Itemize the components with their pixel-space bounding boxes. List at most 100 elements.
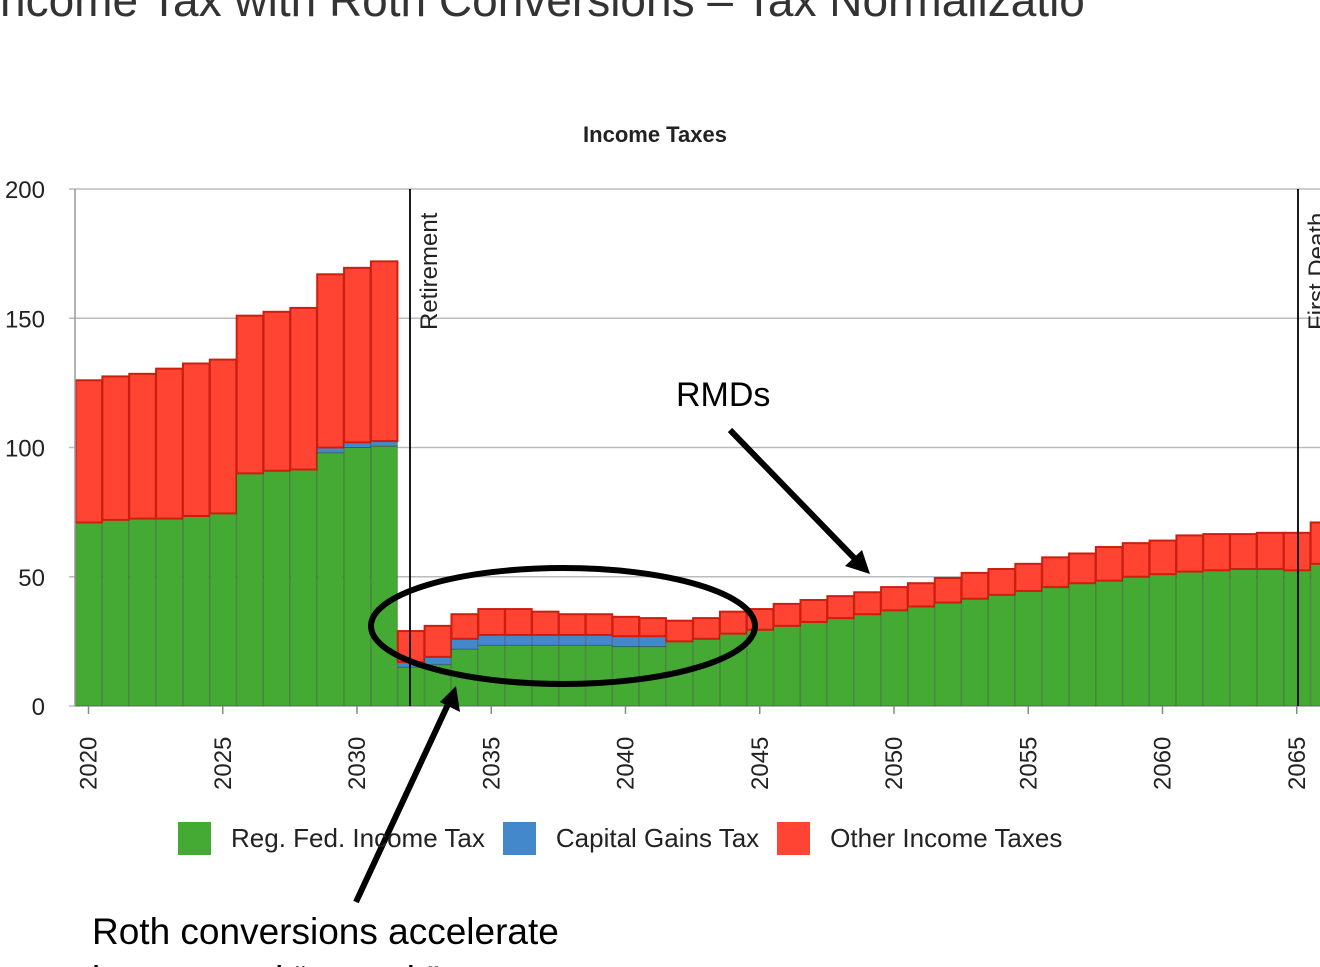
- bar-other-2063: [1229, 533, 1258, 570]
- bar-cap-gains-2036: [504, 634, 533, 646]
- x-tick-label-2020: 2020: [76, 737, 103, 790]
- legend-swatch-cap-gains: [502, 821, 536, 855]
- bar-other-2043: [692, 617, 721, 640]
- bar-reg-fed-2056: [1041, 586, 1070, 707]
- bar-other-2031: [369, 260, 399, 443]
- bar-other-2066: [1309, 521, 1320, 565]
- bar-reg-fed-2048: [826, 617, 855, 707]
- roth-arrow-shaft: [353, 698, 453, 904]
- bar-reg-fed-2047: [800, 621, 828, 707]
- bar-other-2052: [933, 577, 963, 604]
- legend-label-other: Other Income Taxes: [830, 822, 1063, 853]
- bar-other-2059: [1121, 542, 1151, 578]
- bar-reg-fed-2027: [263, 470, 291, 707]
- bar-other-2025: [208, 358, 238, 515]
- bar-reg-fed-2028: [289, 468, 318, 707]
- bar-cap-gains-2034: [450, 638, 479, 650]
- bar-other-2044: [718, 610, 748, 635]
- bar-other-2058: [1094, 546, 1124, 582]
- annotation-arrows: [353, 427, 870, 904]
- x-tick-label-2030: 2030: [344, 737, 371, 790]
- bars-layer: [74, 260, 1320, 707]
- bar-reg-fed-2064: [1256, 568, 1284, 707]
- bar-reg-fed-2038: [558, 644, 586, 707]
- bar-other-2060: [1148, 539, 1178, 576]
- bar-other-2054: [987, 567, 1016, 596]
- bar-other-2040: [611, 615, 641, 638]
- bar-reg-fed-2032: [397, 666, 425, 707]
- bar-reg-fed-2043: [692, 638, 721, 707]
- x-tick-label-2055: 2055: [1015, 737, 1042, 790]
- bar-other-2041: [638, 617, 667, 638]
- x-tick-label-2025: 2025: [210, 737, 237, 790]
- rmds-arrow-shaft: [727, 427, 861, 565]
- bar-reg-fed-2030: [343, 447, 372, 707]
- bar-other-2021: [101, 375, 130, 521]
- bar-other-2064: [1255, 531, 1285, 570]
- bar-reg-fed-2023: [155, 518, 184, 707]
- legend-label-reg-fed: Reg. Fed. Income Tax: [231, 822, 485, 853]
- bar-reg-fed-2061: [1175, 571, 1204, 707]
- bar-other-2065: [1282, 531, 1312, 572]
- bar-other-2024: [181, 362, 211, 518]
- bar-other-2036: [504, 608, 533, 636]
- x-tick-label-2045: 2045: [747, 737, 774, 790]
- x-tick-label-2050: 2050: [881, 737, 908, 790]
- x-tick-label-2060: 2060: [1150, 737, 1177, 790]
- bar-reg-fed-2029: [316, 452, 345, 707]
- bar-cap-gains-2039: [585, 634, 613, 646]
- bar-reg-fed-2049: [853, 613, 882, 707]
- bar-other-2023: [155, 367, 184, 520]
- y-tick-label-100: 100: [5, 436, 45, 463]
- bar-reg-fed-2058: [1095, 580, 1123, 707]
- bar-reg-fed-2055: [1014, 590, 1043, 707]
- bar-reg-fed-2026: [236, 472, 264, 707]
- legend-swatch-reg-fed: [178, 821, 211, 855]
- legend-swatch-other: [777, 821, 811, 855]
- bar-other-2037: [531, 610, 560, 636]
- bar-reg-fed-2025: [209, 512, 237, 707]
- bar-other-2028: [289, 306, 318, 471]
- bar-other-2062: [1202, 533, 1231, 572]
- roth-conversion-ellipse: [368, 565, 758, 687]
- bar-reg-fed-2035: [477, 644, 506, 707]
- bar-reg-fed-2051: [907, 605, 935, 707]
- y-tick-label-0: 0: [32, 694, 45, 721]
- bar-reg-fed-2022: [128, 518, 157, 707]
- bar-reg-fed-2065: [1283, 569, 1311, 707]
- bar-other-2039: [584, 613, 614, 636]
- bar-reg-fed-2054: [987, 594, 1016, 707]
- x-tick-label-2035: 2035: [478, 737, 505, 790]
- chart-title: Income Taxes: [583, 122, 727, 147]
- legend-item-other: Other Income Taxes: [777, 821, 1063, 855]
- annotation-roth-conversions: Roth conversions accelerate income and “…: [92, 908, 559, 967]
- bar-other-2061: [1175, 534, 1204, 573]
- bar-reg-fed-2031: [370, 445, 398, 707]
- bar-reg-fed-2050: [880, 609, 909, 707]
- bar-reg-fed-2045: [746, 629, 774, 707]
- bar-other-2038: [557, 613, 587, 636]
- bar-other-2053: [960, 571, 990, 600]
- markers-layer: Retirement First Death: [409, 189, 1320, 706]
- legend-label-cap-gains: Capital Gains Tax: [555, 822, 760, 853]
- bar-other-2033: [423, 624, 453, 658]
- bar-other-2046: [772, 602, 802, 627]
- legend-item-cap-gains: Capital Gains Tax: [502, 821, 760, 855]
- bar-reg-fed-2039: [585, 644, 613, 707]
- bar-other-2042: [665, 619, 694, 643]
- slide-title: ncome Tax with Roth Conversions – Tax No…: [0, 0, 1085, 26]
- bar-reg-fed-2053: [961, 598, 989, 707]
- bar-cap-gains-2041: [638, 635, 667, 648]
- bar-other-2050: [880, 586, 909, 612]
- annotation-roth-line-1: Roth conversions accelerate: [92, 911, 559, 952]
- y-tick-label-200: 200: [5, 177, 45, 204]
- bar-other-2057: [1068, 552, 1097, 585]
- bar-reg-fed-2036: [504, 644, 533, 707]
- x-tick-label-2065: 2065: [1284, 737, 1311, 790]
- marker-label-first-death: First Death: [1304, 213, 1320, 330]
- bar-reg-fed-2046: [773, 625, 801, 707]
- bar-other-2035: [477, 608, 506, 636]
- bar-other-2026: [235, 314, 265, 475]
- bar-reg-fed-2037: [531, 644, 560, 707]
